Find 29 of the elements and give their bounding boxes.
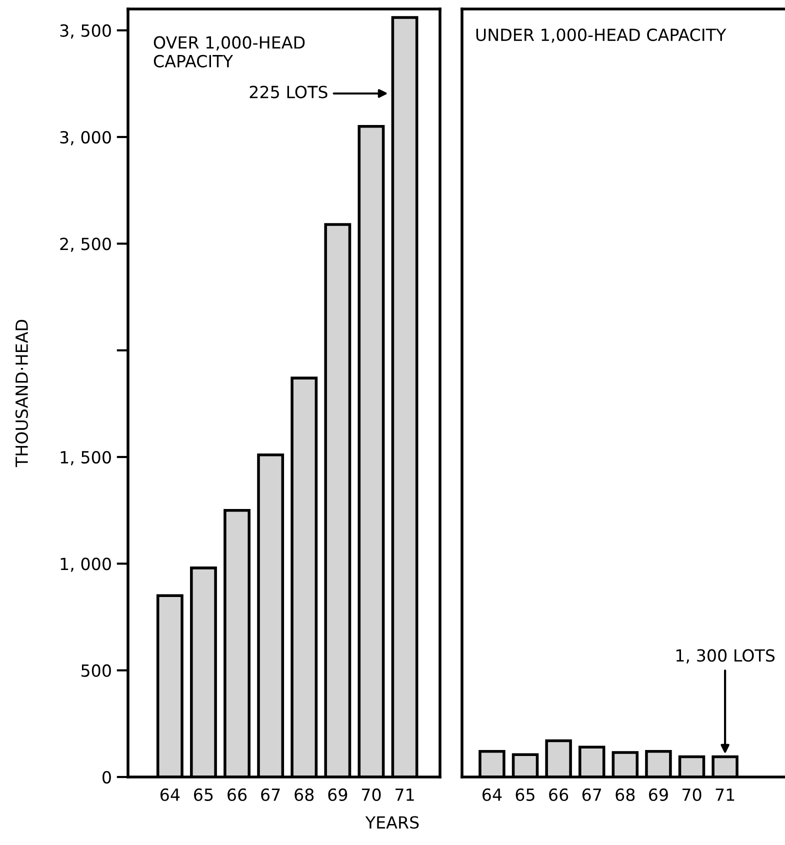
y-tick-label: 500 — [82, 664, 111, 677]
annotation: 225 LOTS — [250, 86, 328, 98]
y-tick-label: 0 — [102, 770, 111, 784]
x-tick-label: 68 — [294, 788, 314, 802]
x-tick-label: 66 — [228, 788, 247, 802]
y-tick-label: 3, 000 — [60, 130, 111, 146]
x-tick-label: 71 — [396, 788, 414, 801]
annotation: 1, 300 LOTS — [676, 649, 775, 664]
x-tick-label: 67 — [582, 788, 602, 802]
x-tick-label: 67 — [261, 788, 280, 802]
x-tick-label: 69 — [649, 788, 668, 802]
x-tick-label: 64 — [482, 788, 502, 802]
x-tick-label: 70 — [362, 788, 381, 802]
x-tick-label: 65 — [194, 788, 213, 802]
text: UNDER 1,000-HEAD CAPACITY — [476, 28, 726, 43]
y-tick-label: 1, 500 — [60, 450, 111, 466]
x-tick-label: 69 — [328, 788, 348, 802]
y-tick-label: 3, 500 — [60, 24, 111, 39]
x-tick-label: 64 — [160, 788, 180, 802]
x-tick-label: 66 — [549, 788, 568, 802]
x-tick-label: 68 — [616, 788, 635, 802]
x-tick-label: 65 — [516, 788, 534, 802]
y-axis-title: THOUSAND·HEAD — [15, 320, 28, 468]
x-tick-label: 70 — [682, 788, 702, 802]
x-axis-title: YEARS — [365, 816, 419, 829]
x-tick-label: 71 — [716, 788, 734, 801]
y-tick-label: 2, 500 — [60, 238, 111, 252]
text: OVER 1,000-HEAD CAPACITY — [154, 36, 305, 68]
y-tick-label: 1, 000 — [60, 558, 111, 572]
